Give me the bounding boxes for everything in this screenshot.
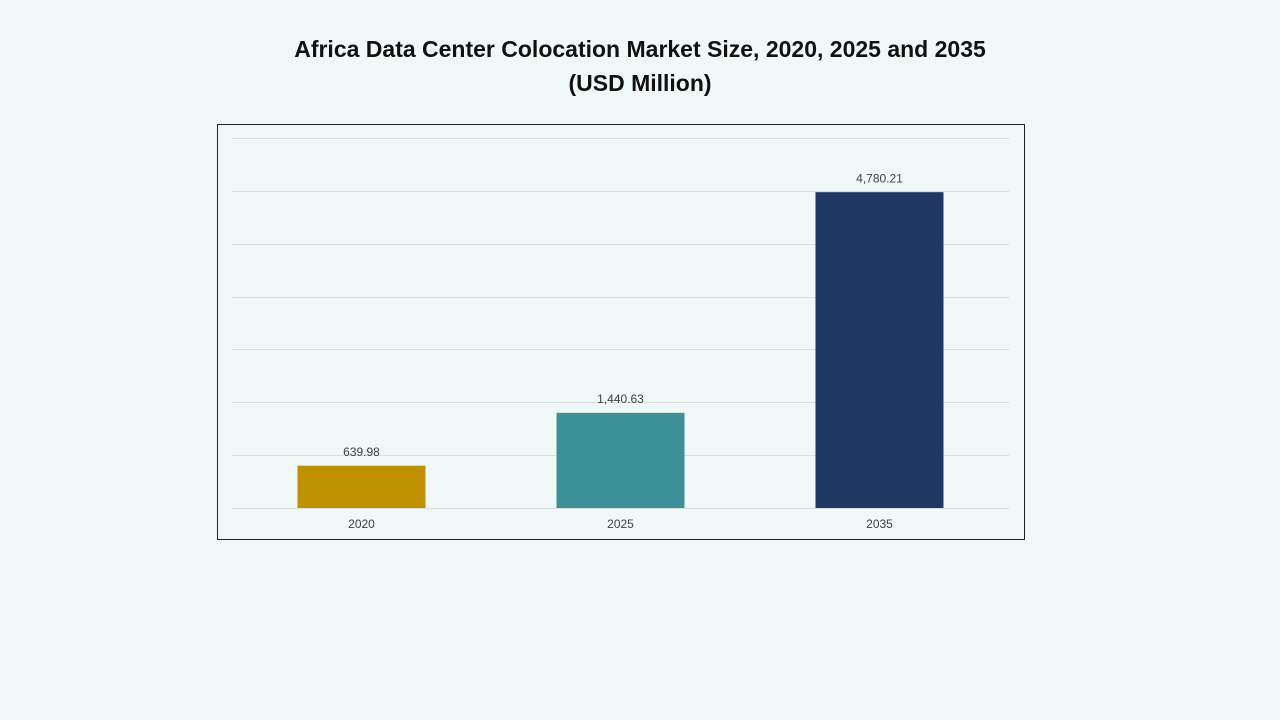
value-label: 1,440.63	[597, 392, 644, 406]
bar	[815, 192, 944, 508]
chart-frame	[217, 124, 1025, 540]
x-tick-label: 2035	[866, 517, 893, 531]
bar	[297, 465, 426, 508]
chart-subtitle: (USD Million)	[568, 70, 711, 96]
value-label: 639.98	[343, 445, 380, 459]
x-tick-label: 2025	[607, 517, 634, 531]
chart-title: Africa Data Center Colocation Market Siz…	[294, 36, 986, 62]
bar	[556, 412, 685, 508]
x-tick-label: 2020	[348, 517, 375, 531]
value-label: 4,780.21	[856, 171, 903, 185]
